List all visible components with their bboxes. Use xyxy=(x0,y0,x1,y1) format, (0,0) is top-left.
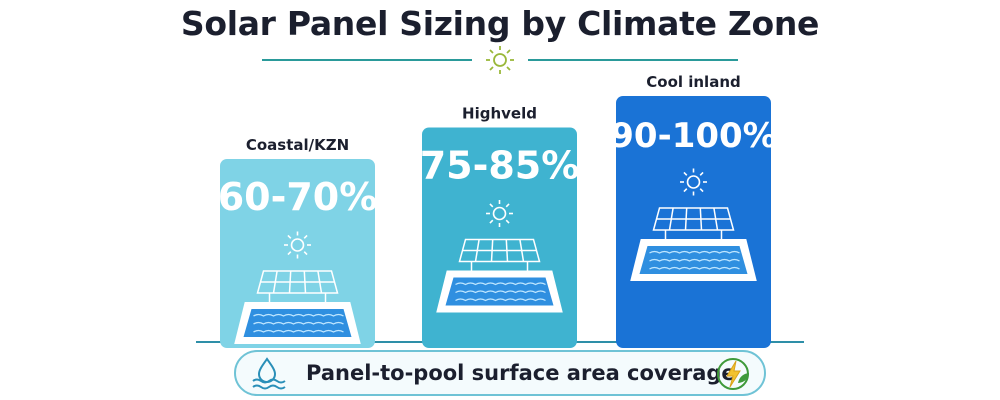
category-label: Highveld xyxy=(462,105,537,123)
category-label: Cool inland xyxy=(646,73,740,91)
bar-group: Highveld 75-85% xyxy=(420,105,580,348)
sun-icon xyxy=(486,46,514,74)
sun-icon xyxy=(284,231,311,259)
bar xyxy=(220,159,375,348)
category-label: Coastal/KZN xyxy=(246,136,349,154)
pool-icon xyxy=(630,239,757,281)
chart-area: Coastal/KZN 60-70% Highveld 75-85% Cool inla… xyxy=(196,73,804,348)
value-label: 60-70% xyxy=(218,175,378,219)
bar-group: Coastal/KZN 60-70% xyxy=(218,136,378,348)
bar xyxy=(616,96,771,348)
value-label: 90-100% xyxy=(610,116,776,156)
solar-panel-icon xyxy=(256,270,339,302)
eco-energy-icon xyxy=(717,358,749,390)
title-divider xyxy=(262,46,738,74)
footer-caption: Panel-to-pool surface area coverage xyxy=(234,350,766,396)
footer-label: Panel-to-pool surface area coverage xyxy=(306,361,736,385)
pool-icon xyxy=(436,270,563,313)
chart-title: Solar Panel Sizing by Climate Zone xyxy=(180,4,820,43)
solar-panel-icon xyxy=(652,207,735,239)
sun-icon xyxy=(486,200,513,227)
pool-icon xyxy=(234,302,361,344)
sun-icon xyxy=(680,168,707,196)
water-drop-icon xyxy=(252,357,286,390)
value-label: 75-85% xyxy=(420,144,580,188)
bar-group: Cool inland 90-100% xyxy=(610,73,777,348)
solar-panel-icon xyxy=(458,238,541,271)
